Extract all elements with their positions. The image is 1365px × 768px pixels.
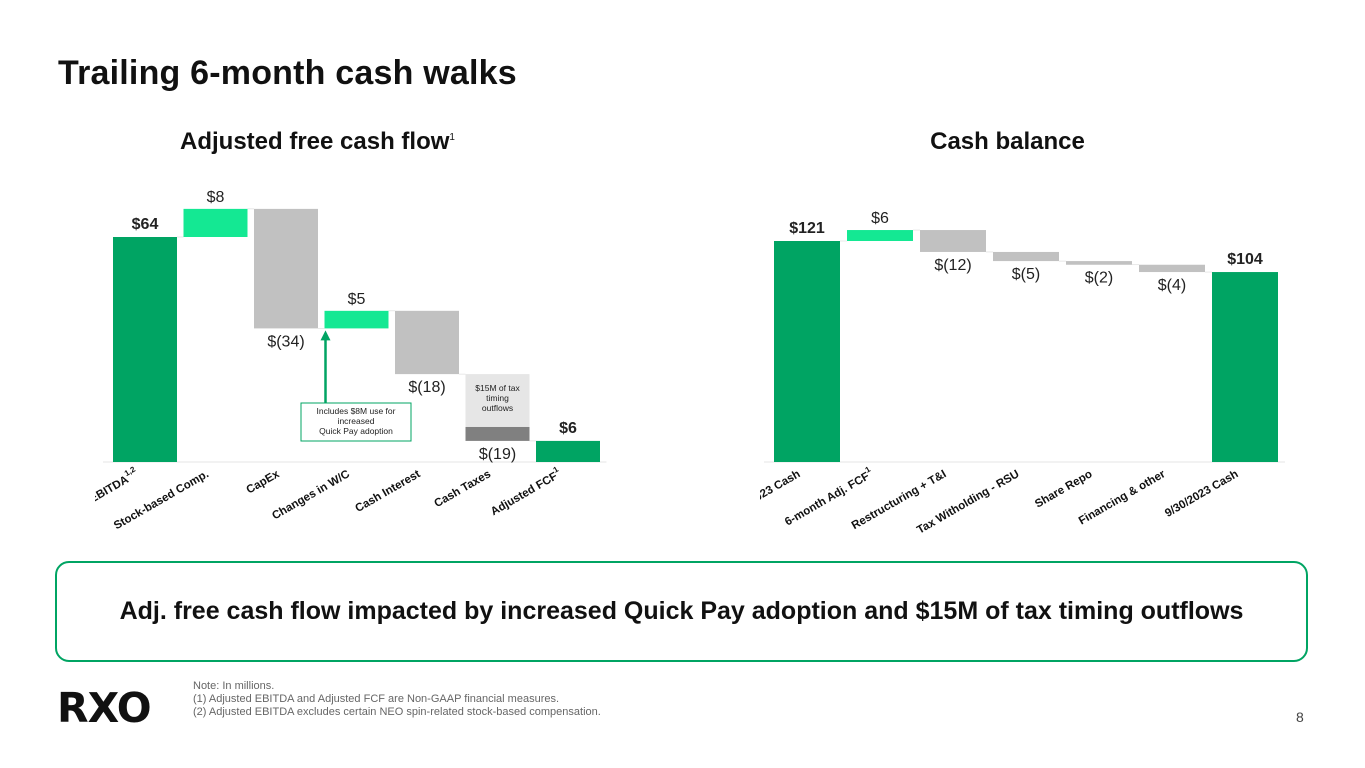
category-label-text: Cash Interest — [353, 468, 422, 515]
chart-title-text: Adjusted free cash flow — [180, 128, 450, 155]
data-label: $(2) — [1085, 270, 1113, 287]
annotation-text: outflows — [482, 403, 513, 413]
bar-financing-other — [1139, 264, 1205, 273]
bar-adjusted-ebitda — [113, 237, 177, 462]
annotation-text: Includes $8M use for — [317, 406, 396, 416]
data-label: $(5) — [1012, 266, 1040, 283]
data-label: $(34) — [267, 333, 304, 350]
footnote-line: Note: In millions. — [193, 680, 275, 692]
data-label: $(19) — [479, 446, 516, 463]
bar-cash-interest — [395, 310, 459, 375]
bar-cash-taxes-tax-timing — [465, 374, 530, 427]
category-label-text: Share Repo — [1033, 468, 1094, 510]
annotation-text: Quick Pay adoption — [319, 426, 393, 436]
data-label: $8 — [207, 189, 225, 206]
category-label-text: CapEx — [244, 468, 282, 497]
category-label-text: 9/30/2023 Cash — [1163, 468, 1240, 520]
footnote-line: (1) Adjusted EBITDA and Adjusted FCF are… — [193, 693, 560, 705]
company-logo: RXO — [57, 684, 152, 732]
category-label: Adjusted FCF1 — [487, 464, 564, 518]
category-label: Share Repo — [1033, 468, 1094, 510]
data-label: $(18) — [408, 379, 445, 396]
bar-adjusted-fcf — [536, 440, 600, 462]
data-label: $(4) — [1158, 277, 1186, 294]
category-superscript: 1 — [864, 464, 873, 474]
bar-changes-in-w-c — [324, 310, 389, 329]
key-takeaway-callout: Adj. free cash flow impacted by increase… — [55, 561, 1308, 662]
annotation-text: increased — [338, 416, 375, 426]
data-label: $6 — [871, 210, 889, 227]
annotation-text: timing — [486, 393, 509, 403]
category-label: Changes in W/C — [270, 468, 352, 522]
bar-6-month-adj-fcf — [847, 230, 913, 241]
page-title: Trailing 6-month cash walks — [58, 54, 517, 92]
category-superscript: 1 — [552, 464, 561, 474]
bar-tax-witholding-rsu — [993, 251, 1059, 262]
category-label-text: Changes in W/C — [270, 468, 352, 522]
footnotes: Note: In millions. (1) Adjusted EBITDA a… — [193, 680, 601, 719]
category-superscript: 1,2 — [123, 464, 138, 478]
category-label-text: Adjusted FCF1 — [487, 464, 564, 518]
bar-3-31-2023-cash — [774, 241, 840, 462]
category-label-text: Cash Taxes — [432, 468, 493, 510]
annotation-arrow-head — [320, 330, 331, 341]
bar-9-30-2023-cash — [1212, 272, 1278, 462]
bar-share-repo — [1066, 261, 1132, 265]
bar-stock-based-comp- — [183, 208, 248, 237]
annotation-text: $15M of tax — [475, 383, 520, 393]
category-label: 9/30/2023 Cash — [1163, 468, 1240, 520]
data-label: $121 — [789, 220, 825, 237]
data-label: $104 — [1227, 251, 1263, 268]
category-label: Cash Interest — [353, 468, 422, 515]
data-label: $64 — [132, 216, 159, 233]
page-number: 8 — [1296, 709, 1304, 725]
key-takeaway-text: Adj. free cash flow impacted by increase… — [119, 597, 1244, 625]
chart-title-superscript: 1 — [449, 132, 455, 143]
bar-capex — [254, 208, 318, 329]
category-label: CapEx — [244, 468, 282, 497]
footnote-line: (2) Adjusted EBITDA excludes certain NEO… — [193, 706, 601, 718]
data-label: $5 — [348, 291, 366, 308]
chart-title-text: Cash balance — [930, 128, 1085, 155]
category-label: Cash Taxes — [432, 468, 493, 510]
bar-cash-taxes — [465, 426, 530, 441]
data-label: $(12) — [934, 257, 971, 274]
chart-title-adjusted-fcf: Adjusted free cash flow1 — [180, 128, 500, 156]
bar-restructuring-t-i — [920, 230, 986, 252]
data-label: $6 — [559, 420, 577, 437]
annotation-box-quick-pay — [300, 402, 412, 442]
chart-title-cash-balance: Cash balance — [900, 128, 1115, 156]
